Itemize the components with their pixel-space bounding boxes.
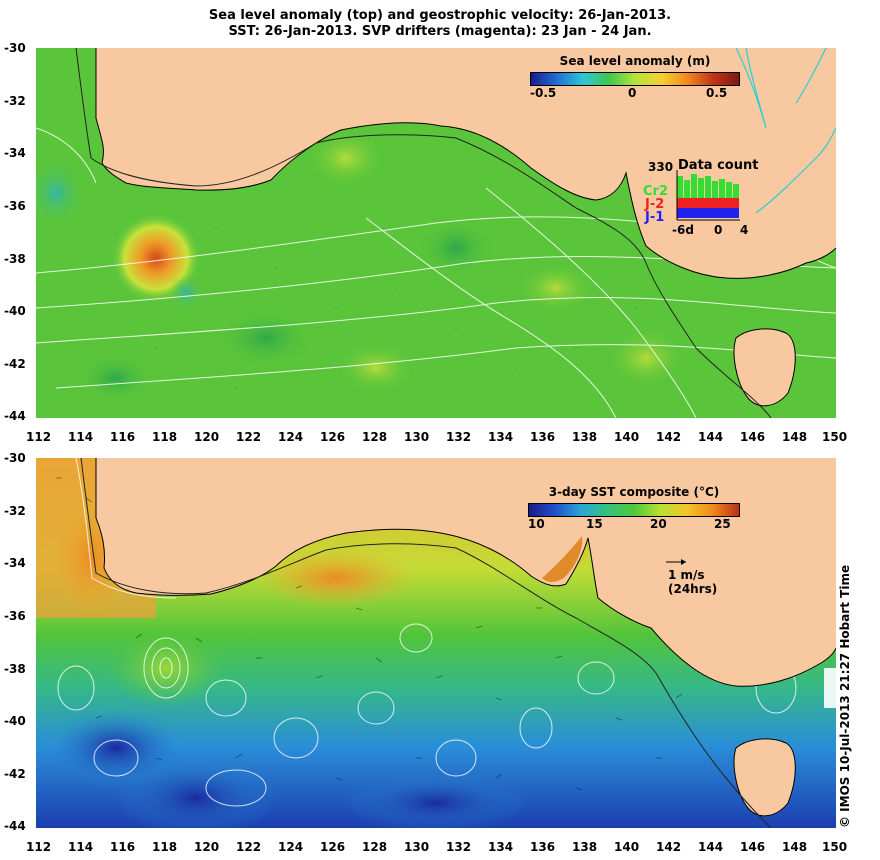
bottom-lon-label: 112 bbox=[26, 840, 52, 854]
top-lon-label: 126 bbox=[320, 430, 346, 444]
sst-map bbox=[36, 458, 836, 828]
top-lon-label: 148 bbox=[782, 430, 808, 444]
top-lat-label: -42 bbox=[4, 357, 26, 371]
top-lat-label: -38 bbox=[4, 252, 26, 266]
top-lon-label: 144 bbox=[698, 430, 724, 444]
data-count-label-cr2: Cr2 bbox=[643, 184, 668, 199]
anomaly-tick-pos: 0.5 bbox=[706, 86, 728, 100]
cloud-patches bbox=[824, 668, 836, 708]
bottom-lon-label: 130 bbox=[404, 840, 430, 854]
bottom-lon-label: 138 bbox=[572, 840, 598, 854]
data-count-tick-start: -6d bbox=[672, 223, 694, 237]
bottom-lon-label: 134 bbox=[488, 840, 514, 854]
sst-colorbar: 3-day SST composite (°C) 10 15 20 25 bbox=[528, 485, 740, 533]
imos-credit: © IMOS 10-Jul-2013 21:27 Hobart Time bbox=[838, 564, 852, 828]
top-lon-label: 146 bbox=[740, 430, 766, 444]
bottom-lon-label: 128 bbox=[362, 840, 388, 854]
sst-tick-20: 20 bbox=[650, 517, 667, 531]
data-count-label-j2: J-2 bbox=[645, 197, 665, 212]
top-lon-label: 134 bbox=[488, 430, 514, 444]
bottom-lon-label: 126 bbox=[320, 840, 346, 854]
bottom-lon-label: 146 bbox=[740, 840, 766, 854]
data-count-histogram bbox=[676, 170, 740, 221]
bottom-lon-label: 144 bbox=[698, 840, 724, 854]
velocity-scale-note: (24hrs) bbox=[668, 582, 718, 596]
bottom-lat-label: -32 bbox=[4, 504, 26, 518]
anomaly-colorbar-gradient bbox=[530, 72, 740, 86]
top-lon-label: 130 bbox=[404, 430, 430, 444]
bottom-lat-label: -30 bbox=[4, 451, 26, 465]
bottom-lat-label: -44 bbox=[4, 819, 26, 833]
bottom-lon-label: 140 bbox=[614, 840, 640, 854]
bottom-lon-label: 118 bbox=[152, 840, 178, 854]
bottom-lon-label: 116 bbox=[110, 840, 136, 854]
data-count-tick-zero: 0 bbox=[714, 223, 723, 237]
velocity-scale-label: 1 m/s bbox=[668, 568, 705, 582]
anomaly-tick-neg: -0.5 bbox=[530, 86, 557, 100]
top-lon-label: 132 bbox=[446, 430, 472, 444]
top-lon-label: 116 bbox=[110, 430, 136, 444]
sst-contours bbox=[57, 458, 797, 807]
velocity-dots bbox=[75, 87, 637, 389]
top-lat-label: -30 bbox=[4, 41, 26, 55]
shelf-break-line bbox=[80, 458, 772, 828]
bottom-lon-label: 150 bbox=[822, 840, 848, 854]
bottom-lon-label: 120 bbox=[194, 840, 220, 854]
top-lon-label: 124 bbox=[278, 430, 304, 444]
bottom-lon-label: 136 bbox=[530, 840, 556, 854]
bottom-lon-label: 148 bbox=[782, 840, 808, 854]
land bbox=[96, 48, 836, 406]
sst-tick-10: 10 bbox=[528, 517, 545, 531]
scale-arrow bbox=[666, 559, 686, 565]
shelf-break-line bbox=[75, 48, 772, 418]
anomaly-tick-zero: 0 bbox=[628, 86, 637, 100]
top-lon-label: 122 bbox=[236, 430, 262, 444]
bottom-lon-label: 122 bbox=[236, 840, 262, 854]
sst-tick-15: 15 bbox=[586, 517, 603, 531]
top-lon-label: 112 bbox=[26, 430, 52, 444]
top-lat-label: -44 bbox=[4, 409, 26, 423]
bottom-lon-label: 114 bbox=[68, 840, 94, 854]
sea-level-anomaly-map bbox=[36, 48, 836, 418]
sst-tick-25: 25 bbox=[714, 517, 731, 531]
top-lon-label: 120 bbox=[194, 430, 220, 444]
top-lon-label: 136 bbox=[530, 430, 556, 444]
anomaly-colorbar-title: Sea level anomaly (m) bbox=[559, 54, 711, 68]
map-title-line-1: Sea level anomaly (top) and geostrophic … bbox=[208, 8, 672, 23]
data-count-title: Data count bbox=[678, 158, 759, 173]
top-lon-label: 138 bbox=[572, 430, 598, 444]
bottom-lat-label: -36 bbox=[4, 609, 26, 623]
top-lat-label: -32 bbox=[4, 94, 26, 108]
data-count-label-j1: J-1 bbox=[645, 210, 665, 225]
top-lat-label: -36 bbox=[4, 199, 26, 213]
anomaly-colorbar: Sea level anomaly (m) -0.5 0 0.5 bbox=[530, 54, 740, 102]
bottom-lon-label: 124 bbox=[278, 840, 304, 854]
sea-level-anomaly-canvas bbox=[36, 48, 836, 418]
data-count-tick-end: 4 bbox=[740, 223, 749, 237]
velocity-arrows bbox=[56, 477, 683, 791]
top-lon-label: 114 bbox=[68, 430, 94, 444]
map-title-line-2: SST: 26-Jan-2013. SVP drifters (magenta)… bbox=[228, 24, 652, 39]
data-count-max: 330 bbox=[648, 160, 674, 174]
bottom-lat-label: -34 bbox=[4, 556, 26, 570]
top-lon-label: 140 bbox=[614, 430, 640, 444]
bottom-lat-label: -40 bbox=[4, 714, 26, 728]
bottom-lon-label: 132 bbox=[446, 840, 472, 854]
bottom-lon-label: 142 bbox=[656, 840, 682, 854]
bottom-lat-label: -42 bbox=[4, 767, 26, 781]
bottom-lat-label: -38 bbox=[4, 662, 26, 676]
sst-colorbar-title: 3-day SST composite (°C) bbox=[548, 485, 720, 499]
coastline bbox=[95, 48, 836, 407]
top-lon-label: 128 bbox=[362, 430, 388, 444]
sst-canvas bbox=[36, 458, 836, 828]
coastline bbox=[95, 458, 836, 817]
top-lat-label: -40 bbox=[4, 304, 26, 318]
top-lon-label: 150 bbox=[822, 430, 848, 444]
top-lon-label: 118 bbox=[152, 430, 178, 444]
top-lon-label: 142 bbox=[656, 430, 682, 444]
sst-colorbar-gradient bbox=[528, 503, 740, 517]
inland-lake-lines bbox=[735, 48, 836, 214]
top-lat-label: -34 bbox=[4, 146, 26, 160]
